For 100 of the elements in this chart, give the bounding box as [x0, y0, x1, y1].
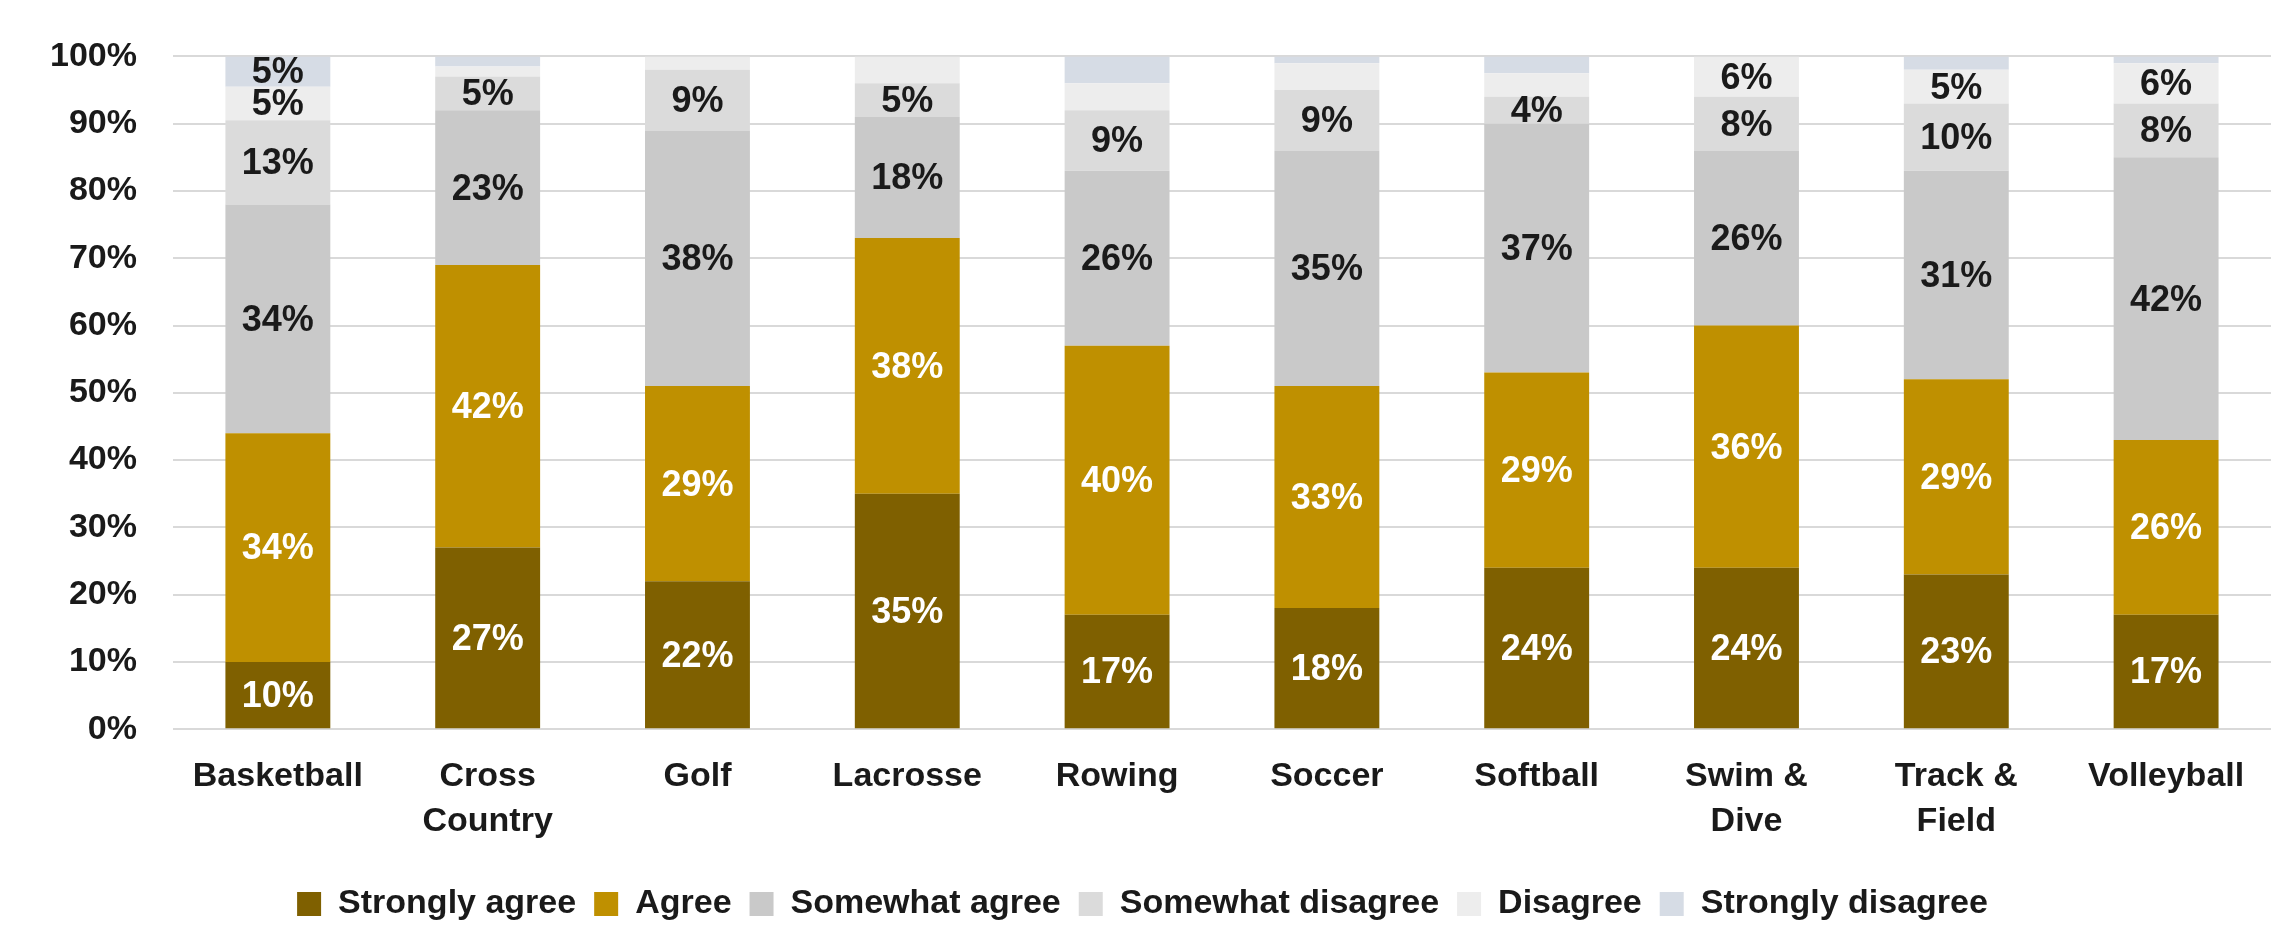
data-label: 29% — [1500, 449, 1573, 491]
x-tick-label: Golf — [663, 754, 733, 793]
bar — [1484, 372, 1590, 568]
x-tick-label: Swim & Dive — [1685, 754, 1808, 839]
data-label: 24% — [1500, 626, 1573, 668]
y-tick-label: 90% — [68, 102, 137, 141]
x-tick-label: Lacrosse — [832, 754, 982, 793]
data-label: 9% — [1091, 119, 1144, 161]
data-label: 27% — [451, 616, 524, 658]
data-label: 8% — [2140, 109, 2193, 151]
data-label: 26% — [2130, 506, 2203, 548]
legend-label: Disagree — [1498, 882, 1642, 921]
data-label: 38% — [871, 344, 944, 386]
data-label: 36% — [1710, 425, 1783, 467]
data-label: 8% — [1720, 102, 1773, 144]
data-label: 5% — [881, 79, 934, 121]
data-label: 18% — [871, 156, 944, 198]
data-label: 22% — [661, 633, 734, 675]
data-label: 17% — [2130, 650, 2203, 692]
bar — [1694, 567, 1799, 729]
data-label: 33% — [1290, 476, 1363, 518]
bar — [1484, 73, 1590, 97]
data-label: 10% — [1920, 116, 1993, 158]
x-tick-label: Softball — [1474, 754, 1600, 793]
bar — [1903, 574, 2009, 729]
data-label: 35% — [871, 589, 944, 631]
data-label: 17% — [1081, 650, 1154, 692]
x-tick-label: Basketball — [192, 754, 363, 793]
x-tick-label: Rowing — [1055, 754, 1179, 793]
data-label: 10% — [241, 673, 314, 715]
legend-label: Agree — [635, 882, 732, 921]
bar — [854, 493, 960, 729]
y-tick-label: 20% — [68, 573, 137, 612]
data-label: 42% — [2130, 277, 2203, 319]
data-label: 34% — [241, 297, 314, 339]
y-tick-label: 50% — [68, 371, 137, 410]
x-tick-label: Track & Field — [1894, 754, 2018, 839]
y-tick-label: 30% — [68, 505, 137, 544]
bar — [2113, 614, 2219, 729]
data-label: 9% — [1300, 99, 1353, 141]
bar — [645, 386, 750, 582]
data-label: 5% — [461, 72, 514, 114]
data-label: 13% — [241, 141, 314, 183]
data-label: 37% — [1500, 227, 1573, 269]
data-label: 18% — [1290, 647, 1363, 689]
data-label: 31% — [1920, 253, 1993, 295]
data-label: 29% — [661, 462, 734, 504]
bar — [1064, 614, 1170, 729]
bar — [1274, 63, 1380, 91]
data-label: 38% — [661, 237, 734, 279]
data-label: 9% — [671, 79, 724, 121]
y-tick-label: 0% — [87, 707, 137, 746]
bar — [1484, 123, 1590, 373]
bar — [645, 130, 750, 387]
legend-label: Somewhat agree — [790, 882, 1061, 921]
bar — [225, 204, 331, 434]
bar — [645, 581, 750, 729]
data-label: 42% — [451, 385, 524, 427]
y-tick-label: 80% — [68, 169, 137, 208]
bar — [1274, 150, 1380, 387]
bar — [1694, 150, 1799, 326]
bar — [435, 110, 541, 265]
bar — [1484, 567, 1590, 729]
data-label: 26% — [1081, 237, 1154, 279]
bar — [1694, 325, 1799, 568]
x-tick-label: Soccer — [1270, 754, 1384, 793]
legend-label: Somewhat disagree — [1119, 882, 1440, 921]
bar — [1274, 608, 1380, 729]
y-tick-label: 40% — [68, 438, 137, 477]
legend-label: Strongly agree — [338, 882, 577, 921]
data-label: 40% — [1081, 459, 1154, 501]
bar — [225, 433, 331, 662]
bar — [854, 56, 960, 84]
bar — [1903, 170, 2009, 380]
data-label: 35% — [1290, 247, 1363, 289]
y-tick-label: 60% — [68, 303, 137, 342]
data-label: 5% — [1930, 65, 1983, 107]
bar — [435, 264, 541, 548]
data-label: 24% — [1710, 626, 1783, 668]
data-label: 34% — [241, 526, 314, 568]
data-label: 6% — [1720, 55, 1773, 97]
bar — [1064, 170, 1170, 346]
legend-label: Strongly disagree — [1700, 882, 1988, 921]
x-tick-label: Cross Country — [422, 754, 553, 839]
bar — [2113, 157, 2219, 440]
data-label: 29% — [1920, 455, 1993, 497]
data-label: 23% — [1920, 630, 1993, 672]
bar — [854, 116, 960, 239]
bar — [645, 56, 750, 70]
bar — [1903, 379, 2009, 575]
bar — [1064, 83, 1170, 111]
y-tick-label: 10% — [68, 640, 137, 679]
bar — [1274, 386, 1380, 609]
x-tick-label: Volleyball — [2087, 754, 2245, 793]
data-label: 23% — [451, 166, 524, 208]
bar — [1064, 345, 1170, 615]
data-label: 6% — [2140, 62, 2193, 104]
y-tick-label: 100% — [49, 34, 137, 73]
data-label: 26% — [1710, 216, 1783, 258]
bar — [435, 547, 541, 729]
